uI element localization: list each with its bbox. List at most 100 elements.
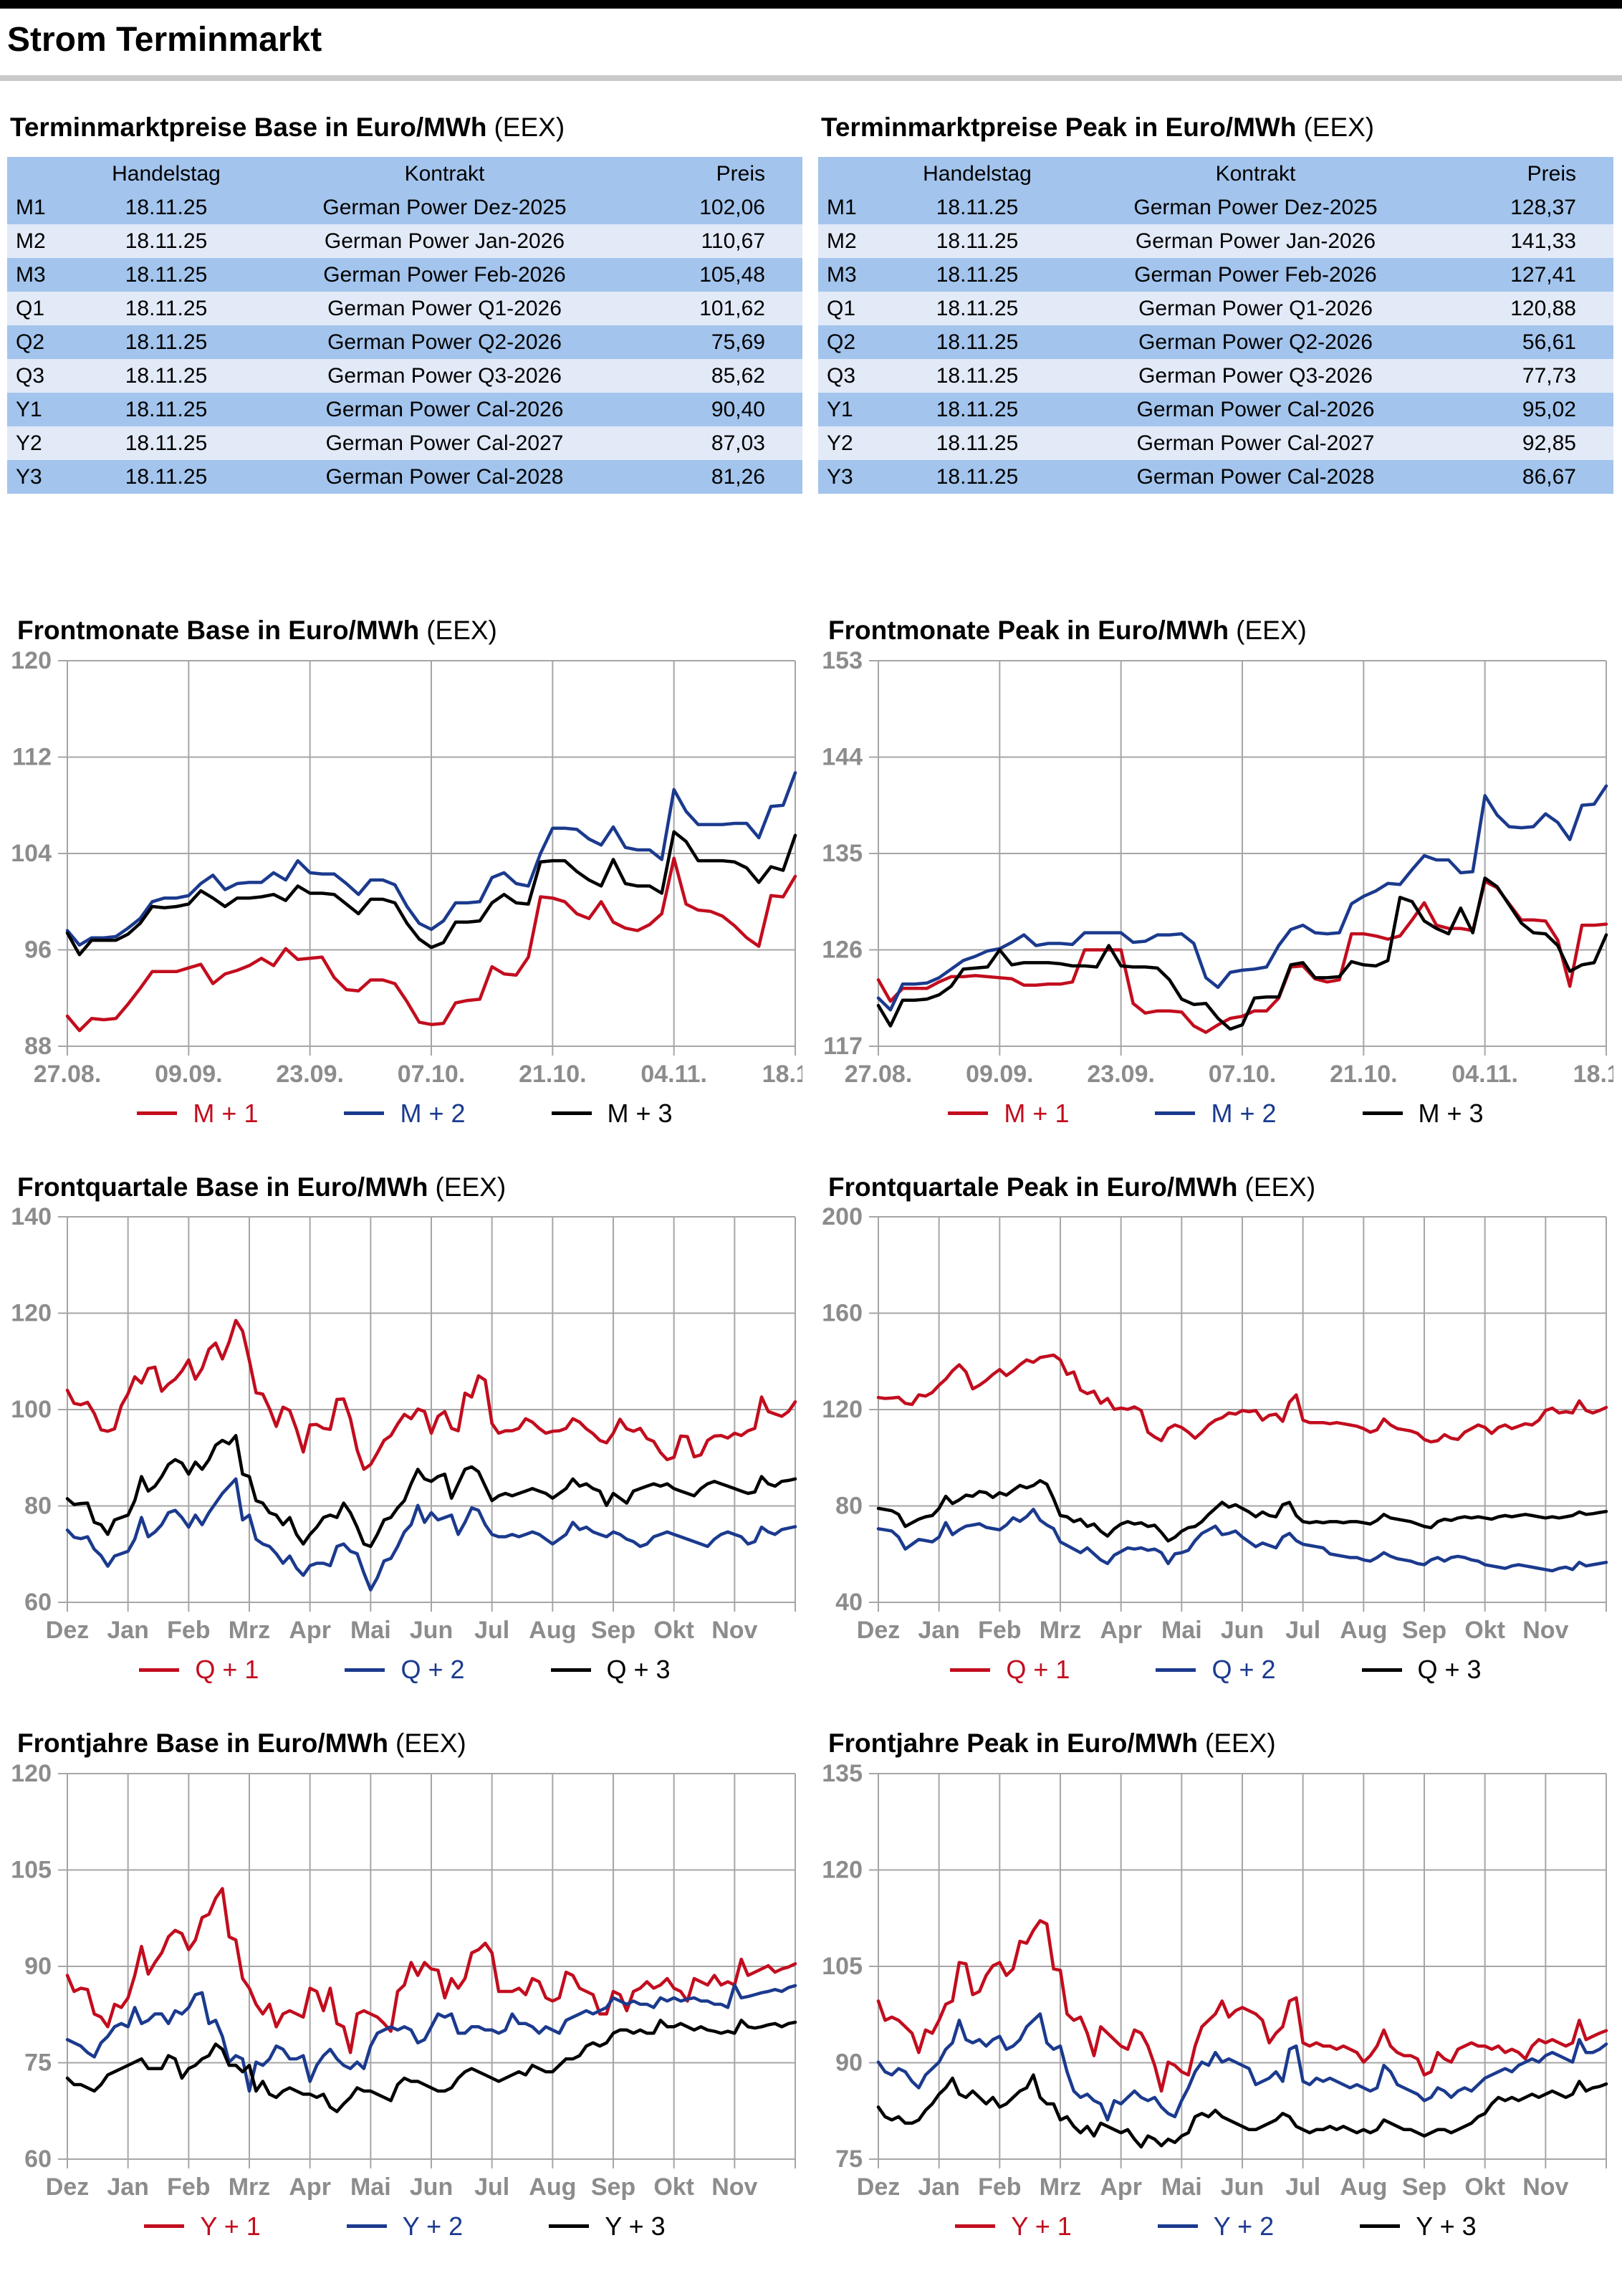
frontmonate-peak-legend: M + 1 M + 2 M + 3 bbox=[818, 1096, 1613, 1131]
content-grid: Terminmarktpreise Base in Euro/MWh (EEX) … bbox=[0, 113, 1622, 2285]
legend-swatch bbox=[551, 1111, 592, 1116]
x-tick-label: Sep bbox=[1402, 1617, 1446, 1644]
table-cell: 18.11.25 bbox=[125, 195, 208, 219]
table-cell: 18.11.25 bbox=[125, 296, 208, 320]
x-tick-label: Mrz bbox=[1040, 2173, 1082, 2201]
peak-price-table: Handelstag Kontrakt Preis M1 18.11.25 German … bbox=[818, 157, 1613, 494]
base-price-table-title-text: Terminmarktpreise Base in Euro/MWh bbox=[10, 112, 487, 142]
table-cell: 127,41 bbox=[1510, 262, 1576, 287]
series-line-2 bbox=[876, 1479, 1608, 1543]
y-tick-label: 88 bbox=[24, 1033, 52, 1060]
legend-label: Y + 3 bbox=[605, 2211, 666, 2241]
x-tick-label: Jan bbox=[918, 2173, 960, 2201]
table-cell: German Power Q2-2026 bbox=[1138, 330, 1373, 354]
y-tick-label: 112 bbox=[12, 743, 52, 770]
x-tick-label: 09.09. bbox=[966, 1061, 1034, 1088]
table-header-row: Handelstag Kontrakt Preis bbox=[818, 157, 1613, 191]
legend-item-0: Q + 1 bbox=[950, 1655, 1070, 1685]
table-cell: Y1 bbox=[827, 397, 853, 421]
legend-item-2: Y + 3 bbox=[549, 2211, 666, 2242]
table-cell: 141,33 bbox=[1510, 229, 1576, 253]
legend-label: Q + 3 bbox=[606, 1655, 671, 1685]
table-row: M2 18.11.25 German Power Jan-2026 141,33 bbox=[818, 224, 1613, 259]
table-header-row: Handelstag Kontrakt Preis bbox=[7, 157, 802, 191]
legend-label: Y + 3 bbox=[1416, 2211, 1477, 2241]
table-cell: 18.11.25 bbox=[936, 330, 1019, 354]
table-cell: 92,85 bbox=[1522, 431, 1576, 455]
table-row: Q1 18.11.25 German Power Q1-2026 101,62 bbox=[7, 292, 802, 326]
table-cell: German Power Jan-2026 bbox=[1135, 229, 1376, 253]
legend-label: M + 3 bbox=[1418, 1098, 1484, 1128]
table-cell: 18.11.25 bbox=[936, 363, 1019, 388]
x-tick-label: Jan bbox=[918, 1617, 960, 1644]
x-tick-label: Apr bbox=[1100, 1617, 1142, 1644]
frontjahre-peak-title: Frontjahre Peak in Euro/MWh (EEX) bbox=[828, 1728, 1613, 1759]
x-tick-label: 23.09. bbox=[1087, 1061, 1155, 1088]
x-tick-label: Okt bbox=[653, 1617, 694, 1644]
table-cell: 77,73 bbox=[1522, 363, 1576, 388]
table-cell: 18.11.25 bbox=[936, 431, 1019, 455]
y-tick-label: 153 bbox=[822, 651, 863, 674]
legend-label: Q + 1 bbox=[1006, 1655, 1070, 1685]
series-line-1 bbox=[65, 1983, 797, 2093]
series-line-0 bbox=[876, 1354, 1608, 1444]
table-cell: 75,69 bbox=[711, 330, 765, 354]
x-tick-label: 23.09. bbox=[276, 1061, 344, 1088]
series-line-1 bbox=[876, 1508, 1608, 1573]
legend-item-0: M + 1 bbox=[137, 1099, 258, 1129]
legend-label: Q + 1 bbox=[195, 1655, 259, 1685]
y-tick-label: 100 bbox=[11, 1396, 52, 1423]
table-row: Q2 18.11.25 German Power Q2-2026 75,69 bbox=[7, 325, 802, 360]
frontmonate-base-title-text: Frontmonate Base in Euro/MWh bbox=[17, 616, 420, 646]
x-tick-label: Jun bbox=[1221, 2173, 1264, 2201]
frontmonate-base-chart: 88 96 104 112 120 27.08. 09.09. 23.09. 07.10. 21.… bbox=[11, 651, 802, 1088]
table-cell: German Power Cal-2027 bbox=[1136, 431, 1375, 455]
table-cell: German Power Q3-2026 bbox=[1138, 363, 1373, 388]
page-title: Strom Terminmarkt bbox=[7, 21, 322, 59]
table-row: Y3 18.11.25 German Power Cal-2028 81,26 bbox=[7, 460, 802, 494]
frontquartale-base-section: Frontquartale Base in Euro/MWh (EEX) 60 80… bbox=[7, 1172, 802, 1688]
column-header: Preis bbox=[1527, 161, 1576, 186]
table-cell: German Power Feb-2026 bbox=[1134, 262, 1377, 287]
table-cell: 18.11.25 bbox=[125, 397, 208, 421]
table-cell: Q3 bbox=[16, 363, 45, 388]
frontmonate-peak-title-text: Frontmonate Peak in Euro/MWh bbox=[828, 616, 1229, 646]
y-tick-label: 60 bbox=[24, 2146, 52, 2173]
table-cell: 18.11.25 bbox=[125, 330, 208, 354]
y-tick-label: 120 bbox=[11, 1764, 52, 1787]
legend-swatch bbox=[950, 1668, 991, 1672]
table-cell: Q1 bbox=[16, 296, 45, 320]
legend-item-0: Y + 1 bbox=[144, 2211, 261, 2242]
legend-label: Y + 1 bbox=[200, 2211, 261, 2241]
frontmonate-peak-section: Frontmonate Peak in Euro/MWh (EEX) 117 126… bbox=[818, 616, 1613, 1131]
frontquartale-peak-chart: 40 80 120 160 200 Dez Jan Feb Mrz Apr Mai Jun Jul Aug… bbox=[822, 1207, 1608, 1644]
table-cell: M3 bbox=[16, 262, 46, 287]
y-tick-label: 104 bbox=[11, 840, 52, 867]
y-tick-label: 40 bbox=[835, 1589, 863, 1616]
frontmonate-base-section: Frontmonate Base in Euro/MWh (EEX) 88 96 10… bbox=[7, 616, 802, 1131]
y-tick-label: 120 bbox=[11, 651, 52, 674]
x-tick-label: Mai bbox=[1161, 1617, 1202, 1644]
table-cell: 18.11.25 bbox=[125, 464, 208, 489]
legend-item-1: Q + 2 bbox=[345, 1655, 465, 1685]
table-row: M3 18.11.25 German Power Feb-2026 127,41 bbox=[818, 258, 1613, 292]
legend-swatch bbox=[346, 2224, 387, 2229]
x-tick-label: Mrz bbox=[229, 1617, 271, 1644]
x-tick-label: Dez bbox=[46, 1617, 89, 1644]
legend-item-2: Y + 3 bbox=[1360, 2211, 1477, 2242]
legend-label: Y + 2 bbox=[402, 2211, 464, 2241]
section-divider bbox=[0, 75, 1622, 81]
x-tick-label: Dez bbox=[46, 2173, 89, 2201]
x-tick-label: 04.11. bbox=[1451, 1061, 1518, 1088]
table-cell: Q3 bbox=[827, 363, 856, 388]
table-cell: German Power Jan-2026 bbox=[324, 229, 565, 253]
column-header: Kontrakt bbox=[1215, 161, 1296, 186]
legend-swatch bbox=[1156, 1668, 1196, 1672]
table-row: M3 18.11.25 German Power Feb-2026 105,48 bbox=[7, 258, 802, 292]
series-line-2 bbox=[65, 830, 797, 957]
legend-swatch bbox=[1361, 1668, 1402, 1672]
frontjahre-base-legend: Y + 1 Y + 2 Y + 3 bbox=[7, 2209, 802, 2244]
table-row: M1 18.11.25 German Power Dez-2025 102,06 bbox=[7, 191, 802, 225]
x-tick-label: 18.11. bbox=[762, 1061, 802, 1088]
peak-price-table-title-text: Terminmarktpreise Peak in Euro/MWh bbox=[821, 112, 1297, 142]
